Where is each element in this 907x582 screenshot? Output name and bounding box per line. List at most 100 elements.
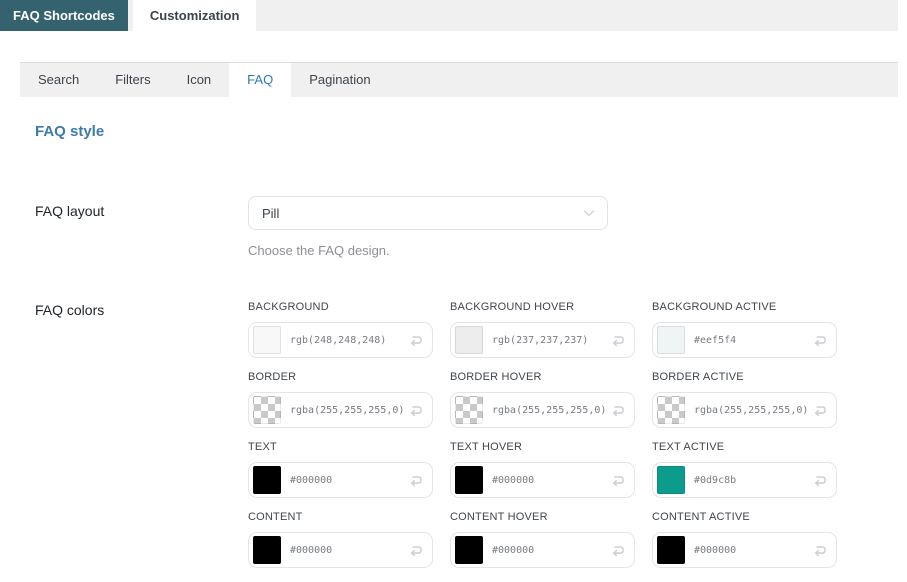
reset-color-button[interactable] [406,541,425,560]
undo-icon [612,405,624,416]
undo-icon [612,545,624,556]
color-field-group: BACKGROUND rgb(248,248,248) [248,301,433,358]
color-swatch[interactable] [455,326,483,354]
color-field-label: BORDER ACTIVE [652,371,744,383]
color-swatch[interactable] [253,466,281,494]
color-field-group: TEXT #000000 [248,441,433,498]
main-tab-bar: FAQ Shortcodes Customization [0,0,898,31]
color-field-group: BORDER ACTIVE rgba(255,255,255,0) [652,371,837,428]
faq-colors-grid: BACKGROUND rgb(248,248,248) BACKGROUND H… [248,301,872,568]
tab-customization[interactable]: Customization [132,0,257,31]
color-swatch[interactable] [657,326,685,354]
subtab-filters[interactable]: Filters [115,72,151,87]
color-picker-field[interactable]: rgb(237,237,237) [450,322,635,358]
faq-colors-row: FAQ colors BACKGROUND rgb(248,248,248) B… [35,301,872,568]
subtab-faq[interactable]: FAQ [229,63,292,97]
color-swatch[interactable] [657,466,685,494]
color-picker-field[interactable]: rgb(248,248,248) [248,322,433,358]
color-picker-field[interactable]: rgba(255,255,255,0) [248,392,433,428]
color-swatch[interactable] [253,396,281,424]
customization-panel: Search Filters Icon FAQ Pagination FAQ s… [0,62,907,568]
color-value-text: #000000 [694,544,737,556]
tab-faq-shortcodes[interactable]: FAQ Shortcodes [0,0,128,31]
undo-icon [410,545,422,556]
reset-color-button[interactable] [406,401,425,420]
color-field-group: TEXT HOVER #000000 [450,441,635,498]
color-picker-field[interactable]: #000000 [450,532,635,568]
color-swatch[interactable] [657,536,685,564]
color-picker-field[interactable]: #000000 [652,532,837,568]
color-value-text: #000000 [290,474,333,486]
color-field-group: BORDER HOVER rgba(255,255,255,0) [450,371,635,428]
color-picker-field[interactable]: #eef5f4 [652,322,837,358]
faq-layout-help-text: Choose the FAQ design. [248,243,390,258]
color-field-label: CONTENT ACTIVE [652,511,750,523]
color-swatch[interactable] [455,396,483,424]
color-field-label: CONTENT [248,511,303,523]
color-field-label: BORDER [248,371,297,383]
color-field-group: CONTENT ACTIVE #000000 [652,511,837,568]
color-picker-field[interactable]: #000000 [248,462,433,498]
undo-icon [410,335,422,346]
color-value-text: #000000 [492,474,535,486]
color-value-text: rgba(255,255,255,0) [694,404,809,416]
faq-layout-select[interactable]: Pill [248,196,608,230]
subtab-pagination[interactable]: Pagination [309,72,371,87]
undo-icon [814,545,826,556]
faq-layout-control: Pill Choose the FAQ design. [248,196,872,258]
undo-icon [814,335,826,346]
reset-color-button[interactable] [608,471,627,490]
color-field-label: TEXT HOVER [450,441,523,453]
color-value-text: rgba(255,255,255,0) [492,404,607,416]
faq-layout-selected-value: Pill [262,205,280,221]
undo-icon [410,475,422,486]
color-field-label: BACKGROUND ACTIVE [652,301,777,313]
color-value-text: #000000 [492,544,535,556]
subtab-search[interactable]: Search [38,72,80,87]
reset-color-button[interactable] [406,331,425,350]
color-field-group: BORDER rgba(255,255,255,0) [248,371,433,428]
color-value-text: rgb(248,248,248) [290,334,387,346]
faq-settings-content: FAQ style FAQ layout Pill Choose the FAQ… [0,97,907,568]
color-value-text: #000000 [290,544,333,556]
color-swatch[interactable] [253,326,281,354]
undo-icon [814,475,826,486]
color-picker-field[interactable]: rgba(255,255,255,0) [450,392,635,428]
undo-icon [814,405,826,416]
color-swatch[interactable] [657,396,685,424]
color-picker-field[interactable]: #000000 [248,532,433,568]
color-field-label: TEXT [248,441,277,453]
color-field-label: CONTENT HOVER [450,511,548,523]
reset-color-button[interactable] [810,471,829,490]
color-field-label: BACKGROUND [248,301,329,313]
reset-color-button[interactable] [608,401,627,420]
color-picker-field[interactable]: rgba(255,255,255,0) [652,392,837,428]
color-picker-field[interactable]: #0d9c8b [652,462,837,498]
color-value-text: rgb(237,237,237) [492,334,589,346]
reset-color-button[interactable] [810,541,829,560]
subtab-icon[interactable]: Icon [186,72,212,87]
undo-icon [410,405,422,416]
reset-color-button[interactable] [608,331,627,350]
color-picker-field[interactable]: #000000 [450,462,635,498]
page-title: FAQ style [35,123,105,140]
color-swatch[interactable] [455,466,483,494]
reset-color-button[interactable] [810,331,829,350]
chevron-down-icon [581,205,597,221]
color-swatch[interactable] [253,536,281,564]
color-swatch[interactable] [455,536,483,564]
reset-color-button[interactable] [810,401,829,420]
reset-color-button[interactable] [608,541,627,560]
color-value-text: rgba(255,255,255,0) [290,404,405,416]
color-field-group: CONTENT #000000 [248,511,433,568]
color-field-group: BACKGROUND ACTIVE #eef5f4 [652,301,837,358]
color-field-label: BORDER HOVER [450,371,542,383]
color-field-label: BACKGROUND HOVER [450,301,575,313]
color-value-text: #0d9c8b [694,474,737,486]
color-value-text: #eef5f4 [694,334,737,346]
reset-color-button[interactable] [406,471,425,490]
subtab-bar: Search Filters Icon FAQ Pagination [20,62,898,97]
undo-icon [612,475,624,486]
color-field-label: TEXT ACTIVE [652,441,725,453]
faq-layout-row: FAQ layout Pill Choose the FAQ design. [35,196,872,258]
